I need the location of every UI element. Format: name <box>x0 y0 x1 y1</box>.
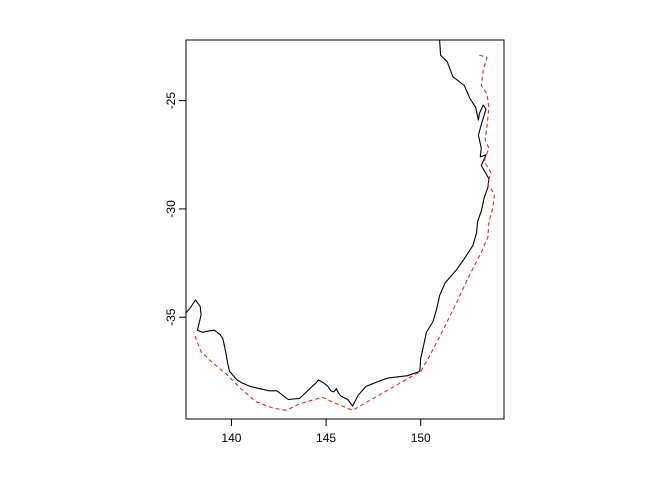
plot-frame <box>185 39 505 420</box>
coastline-layer <box>186 40 496 411</box>
y-tick-label: -30 <box>164 200 178 218</box>
x-tick-label: 145 <box>316 431 336 445</box>
y-tick-label: -25 <box>164 92 178 110</box>
x-axis: 140 145 150 <box>221 418 431 445</box>
dashed-outline-series <box>193 54 496 411</box>
x-tick-label: 150 <box>411 431 431 445</box>
y-axis: -25 -30 -35 <box>164 92 187 326</box>
coastline-series <box>186 40 490 407</box>
y-tick-label: -35 <box>164 308 178 326</box>
x-tick-label: 140 <box>221 431 241 445</box>
